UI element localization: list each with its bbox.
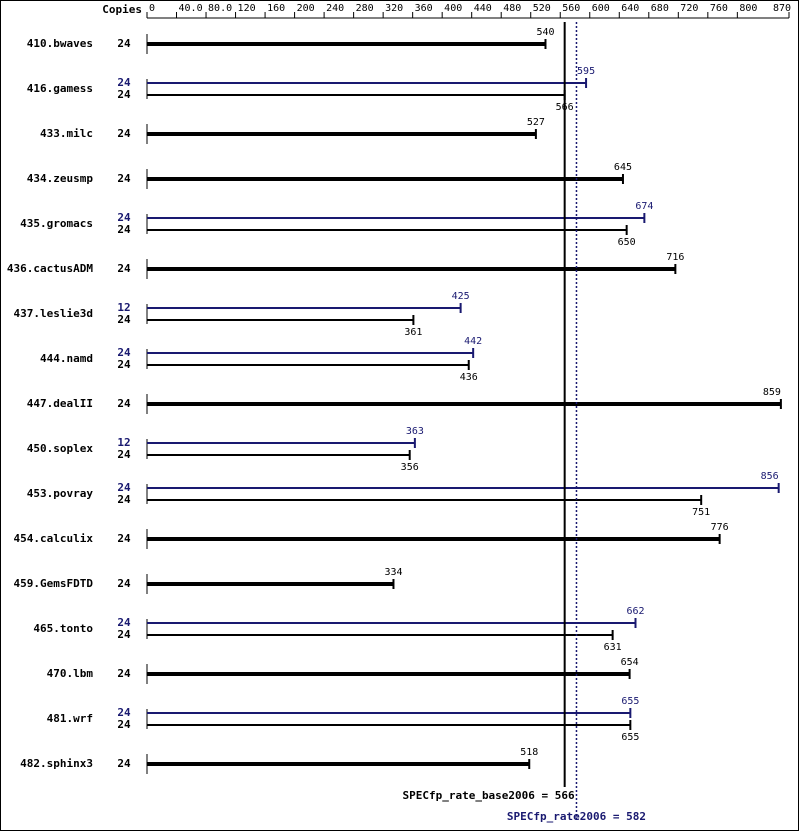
copies-label: 24 (117, 718, 131, 731)
x-tick-label: 80.0 (208, 3, 232, 14)
x-tick-label: 0 (149, 3, 155, 14)
category-label: 444.namd (40, 352, 93, 365)
copies-label: 12 (117, 436, 130, 449)
value-label: 650 (618, 237, 636, 248)
category-label: 437.leslie3d (14, 307, 93, 320)
x-tick-label: 120 (238, 3, 256, 14)
value-label: 674 (635, 201, 653, 212)
category-label: 482.sphinx3 (20, 757, 93, 770)
category-label: 459.GemsFDTD (14, 577, 94, 590)
value-label: 363 (406, 426, 424, 437)
value-label: 540 (536, 27, 554, 38)
copies-label: 24 (117, 127, 131, 140)
value-label: 856 (761, 471, 779, 482)
x-tick-label: 200 (297, 3, 315, 14)
copies-label: 24 (117, 313, 131, 326)
value-label: 751 (692, 507, 710, 518)
x-tick-label: 560 (562, 3, 580, 14)
value-label: 425 (452, 291, 470, 302)
value-label: 662 (626, 606, 644, 617)
copies-label: 24 (117, 481, 131, 494)
copies-label: 24 (117, 223, 131, 236)
value-label: 654 (621, 657, 639, 668)
category-label: 447.dealII (27, 397, 93, 410)
x-tick-label: 800 (739, 3, 757, 14)
copies-label: 24 (117, 262, 131, 275)
value-label: 716 (666, 252, 684, 263)
value-label: 655 (621, 696, 639, 707)
category-label: 416.gamess (27, 82, 93, 95)
x-tick-label: 280 (356, 3, 374, 14)
x-tick-label: 40.0 (179, 3, 203, 14)
value-label: 776 (711, 522, 729, 533)
copies-label: 24 (117, 757, 131, 770)
value-label: 527 (527, 117, 545, 128)
peak-score-label: SPECfp_rate2006 = 582 (507, 810, 646, 823)
x-tick-label: 480 (503, 3, 521, 14)
copies-label: 24 (117, 616, 131, 629)
category-label: 435.gromacs (20, 217, 93, 230)
copies-label: 24 (117, 532, 131, 545)
copies-label: 12 (117, 301, 130, 314)
x-tick-label: 320 (385, 3, 403, 14)
category-label: 470.lbm (47, 667, 94, 680)
category-label: 434.zeusmp (27, 172, 94, 185)
x-tick-label: 760 (710, 3, 728, 14)
copies-label: 24 (117, 37, 131, 50)
copies-label: 24 (117, 346, 131, 359)
x-tick-label: 720 (680, 3, 698, 14)
category-label: 454.calculix (14, 532, 94, 545)
value-label: 436 (460, 372, 478, 383)
copies-label: 24 (117, 358, 131, 371)
value-label: 356 (401, 462, 419, 473)
copies-label: 24 (117, 76, 131, 89)
category-label: 453.povray (27, 487, 94, 500)
copies-label: 24 (117, 493, 131, 506)
value-label: 334 (384, 567, 402, 578)
x-tick-label: 240 (326, 3, 344, 14)
x-tick-label: 400 (444, 3, 462, 14)
copies-label: 24 (117, 88, 131, 101)
x-tick-label: 520 (533, 3, 551, 14)
x-tick-label: 640 (621, 3, 639, 14)
value-label: 655 (621, 732, 639, 743)
copies-label: 24 (117, 628, 131, 641)
copies-label: 24 (117, 172, 131, 185)
copies-label: 24 (117, 706, 131, 719)
copies-label: 24 (117, 667, 131, 680)
x-tick-label: 160 (267, 3, 285, 14)
value-label: 442 (464, 336, 482, 347)
value-label: 631 (604, 642, 622, 653)
x-tick-label: 440 (474, 3, 492, 14)
copies-label: 24 (117, 211, 131, 224)
category-label: 450.soplex (27, 442, 94, 455)
x-tick-label: 870 (773, 3, 791, 14)
category-label: 481.wrf (47, 712, 93, 725)
copies-label: 24 (117, 397, 131, 410)
copies-header: Copies (102, 3, 142, 16)
value-label: 645 (614, 162, 632, 173)
value-label: 518 (520, 747, 538, 758)
category-label: 436.cactusADM (7, 262, 93, 275)
category-label: 465.tonto (33, 622, 93, 635)
copies-label: 24 (117, 448, 131, 461)
category-label: 410.bwaves (27, 37, 93, 50)
category-label: 433.milc (40, 127, 93, 140)
value-label: 859 (763, 387, 781, 398)
x-tick-label: 680 (651, 3, 669, 14)
x-tick-label: 600 (592, 3, 610, 14)
value-label: 361 (404, 327, 422, 338)
base-score-label: SPECfp_rate_base2006 = 566 (402, 789, 575, 802)
x-tick-label: 360 (415, 3, 433, 14)
value-label: 595 (577, 66, 595, 77)
copies-label: 24 (117, 577, 131, 590)
